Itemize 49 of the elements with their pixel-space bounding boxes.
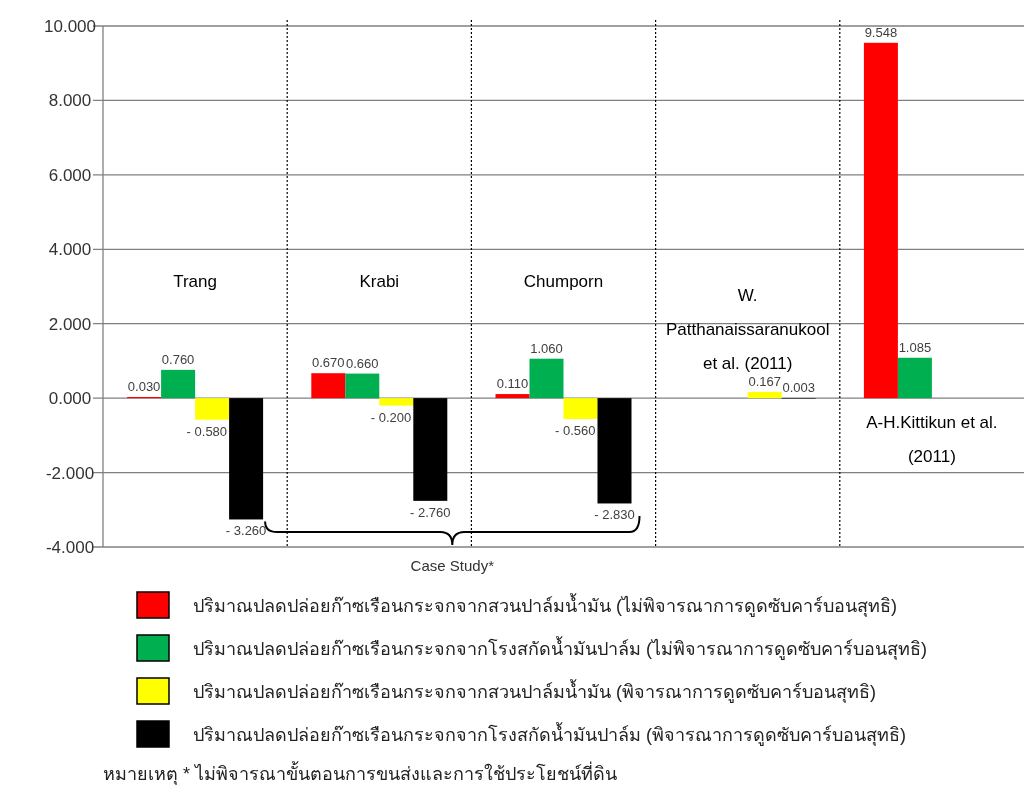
y-tick-label: 4.000 xyxy=(48,240,92,260)
x-tick-label: W. Patthanaissaranukool et al. (2011) xyxy=(665,285,830,373)
legend-label: ปริมาณปลดปล่อยก๊าซเรือนกระจกจากโรงสกัดน้ำมันปาล์ม (ไม่พิจารณาการดูดซับคาร์บอนสุทธิ) xyxy=(193,636,927,660)
y-tick-label: 10.000 xyxy=(44,17,96,36)
bar xyxy=(563,398,598,419)
bar xyxy=(413,398,448,501)
data-label: 0.167 xyxy=(748,373,781,389)
y-tick-label: 8.000 xyxy=(48,91,92,111)
data-label: - 0.200 xyxy=(370,409,412,425)
bar xyxy=(195,398,230,420)
data-label: - 2.830 xyxy=(594,507,635,523)
bar xyxy=(495,394,530,399)
bar xyxy=(379,398,414,406)
x-tick-label: A-H.Kittikun et al. (2011) xyxy=(866,413,998,467)
bar xyxy=(863,42,898,399)
y-tick-label: -4.000 xyxy=(45,538,95,557)
legend-label: ปริมาณปลดปล่อยก๊าซเรือนกระจกจากสวนปาล์มน้ำมัน (ไม่พิจารณาการดูดซับคาร์บอนสุทธิ) xyxy=(193,593,897,617)
data-label: 0.760 xyxy=(161,351,195,367)
data-label: 0.670 xyxy=(312,355,345,371)
bar xyxy=(597,398,632,504)
x-tick-label: Krabi xyxy=(359,271,400,291)
data-label: 0.003 xyxy=(782,380,815,396)
y-tick-label: 0.000 xyxy=(48,389,92,409)
bar xyxy=(897,357,932,399)
text: หมายเหตุ * ไม่พิจารณาขั้นตอนการขนส่งและการใช้ประโยชน์ที่ดิน xyxy=(103,761,618,785)
data-label: 0.110 xyxy=(496,376,529,392)
data-label: - 0.560 xyxy=(555,422,596,438)
y-tick-label: -2.000 xyxy=(45,463,95,483)
x-tick-label: Chumporn xyxy=(523,271,604,291)
data-label: 0.030 xyxy=(127,379,161,395)
bar xyxy=(747,391,782,399)
data-label: - 0.580 xyxy=(186,423,228,439)
data-label: - 2.760 xyxy=(410,504,451,520)
legend-label: ปริมาณปลดปล่อยก๊าซเรือนกระจกจากโรงสกัดน้ำมันปาล์ม (พิจารณาการดูดซับคาร์บอนสุทธิ) xyxy=(193,722,906,746)
y-tick-label: 2.000 xyxy=(48,314,92,334)
data-label: 1.085 xyxy=(898,339,932,355)
bar xyxy=(529,358,564,399)
y-tick-label: 6.000 xyxy=(48,165,92,185)
bar xyxy=(161,369,196,399)
bar xyxy=(229,398,264,520)
data-label: - 3.260 xyxy=(225,523,267,539)
bar xyxy=(345,373,380,399)
data-label: 9.548 xyxy=(864,24,898,40)
data-label: 1.060 xyxy=(530,340,563,356)
data-label: 0.660 xyxy=(346,355,379,371)
legend-label: ปริมาณปลดปล่อยก๊าซเรือนกระจกจากสวนปาล์มน้ำมัน (พิจารณาการดูดซับคาร์บอนสุทธิ) xyxy=(193,679,876,703)
bar xyxy=(311,373,346,399)
x-tick-label: Trang xyxy=(173,271,217,291)
text: Case Study* xyxy=(410,557,495,574)
